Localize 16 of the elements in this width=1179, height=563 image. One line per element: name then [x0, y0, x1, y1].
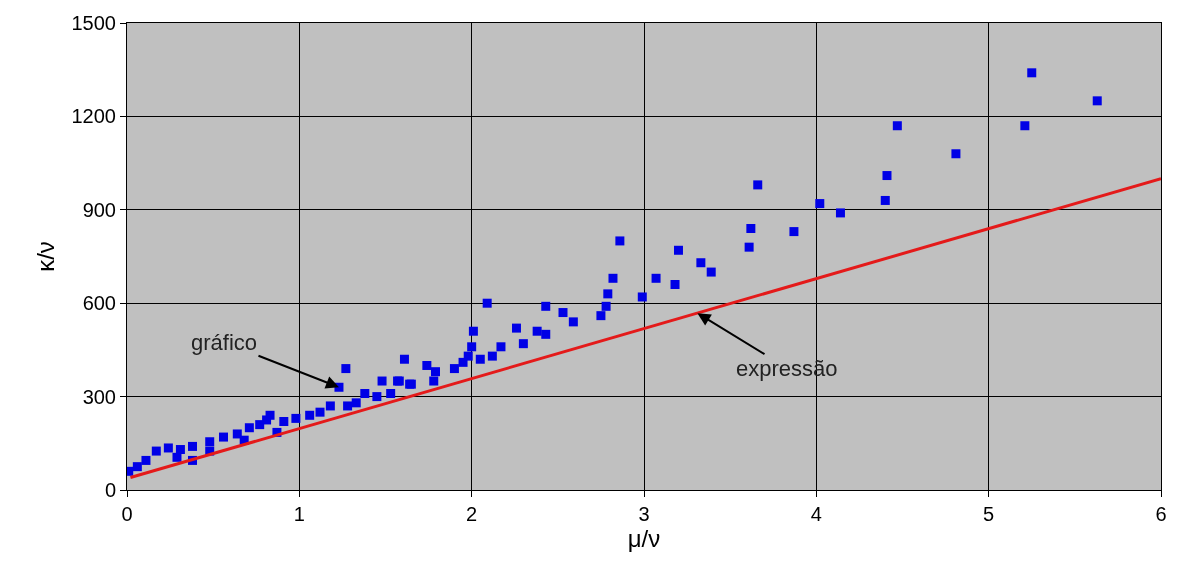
x-tick-label: 3 — [638, 503, 650, 525]
x-tick-label: 1 — [293, 503, 305, 525]
y-tick-label: 0 — [104, 479, 116, 501]
annotation: gráfico — [191, 330, 258, 355]
y-tick-label: 1200 — [71, 105, 116, 128]
y-tick-label: 300 — [82, 385, 116, 408]
x-tick-label: 4 — [810, 503, 822, 525]
x-tick-label: 5 — [983, 503, 995, 525]
x-axis-title: μ/ν — [627, 525, 661, 552]
y-axis-title: κ/ν — [31, 241, 59, 272]
y-tick-label: 1500 — [71, 12, 116, 34]
y-tick-label: 900 — [82, 198, 116, 221]
x-tick-label: 6 — [1155, 503, 1167, 525]
y-tick-label: 600 — [82, 292, 116, 315]
x-tick-label: 2 — [466, 503, 478, 525]
x-tick-label: 0 — [121, 503, 133, 525]
